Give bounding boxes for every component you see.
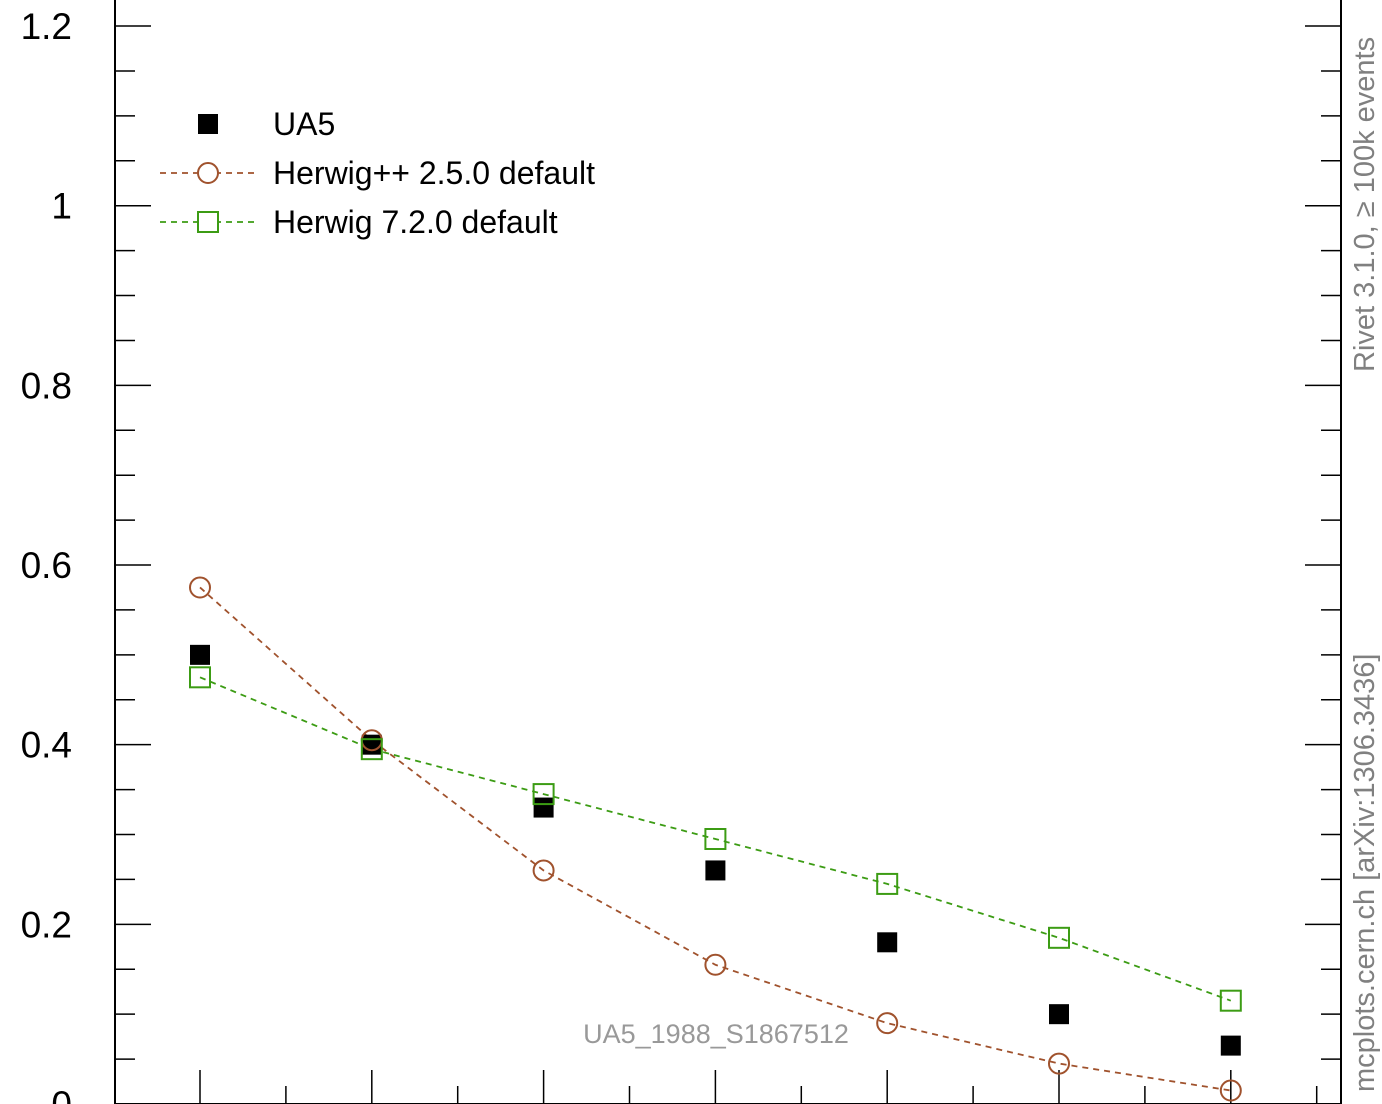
data-point-herwigpp — [704, 953, 727, 976]
data-point-herwig7 — [1048, 926, 1070, 949]
plot-frame — [114, 0, 1342, 1104]
series-line — [199, 676, 1232, 1002]
data-point-herwigpp — [532, 859, 555, 882]
series-line — [199, 586, 1231, 1092]
y-tick-label: 0.8 — [21, 365, 72, 406]
y-tick-label: 0.4 — [21, 725, 72, 766]
data-point-ua5 — [1220, 1035, 1241, 1056]
y-tick-labels: 0 0.2 0.4 0.6 0.8 1 1.2 — [21, 6, 72, 1104]
data-point-ua5 — [190, 644, 210, 665]
legend-label: Herwig 7.2.0 default — [273, 204, 558, 240]
legend-label: UA5 — [273, 106, 335, 142]
data-point-herwig7 — [704, 828, 727, 851]
legend-marker — [197, 162, 219, 184]
y-tick-label: 1.2 — [21, 6, 72, 47]
legend: UA5 Herwig++ 2.5.0 default Herwig 7.2.0 de… — [160, 106, 595, 240]
data-point-herwig7 — [532, 783, 555, 806]
y-tick-label: 1 — [51, 186, 72, 227]
data-markers — [189, 576, 1242, 1102]
data-point-herwigpp — [1219, 1079, 1242, 1102]
axis-ticks — [115, 25, 1341, 1104]
series-lines — [199, 586, 1232, 1092]
data-point-ua5 — [533, 797, 554, 818]
data-point-herwig7 — [1219, 989, 1242, 1012]
data-point-ua5 — [705, 860, 726, 881]
y-tick-label: 0 — [51, 1084, 72, 1104]
legend-label: Herwig++ 2.5.0 default — [273, 155, 595, 191]
y-tick-label: 0.6 — [21, 545, 72, 586]
data-point-herwig7 — [876, 872, 899, 895]
data-point-herwig7 — [360, 738, 383, 761]
watermark-label: UA5_1988_S1867512 — [583, 1019, 849, 1049]
data-point-herwigpp — [189, 576, 211, 599]
side-label-top: Rivet 3.1.0, ≥ 100k events — [1349, 37, 1381, 372]
data-point-herwigpp — [1048, 1052, 1070, 1075]
legend-marker — [198, 114, 218, 134]
y-tick-label: 0.2 — [21, 904, 72, 945]
data-point-ua5 — [877, 932, 898, 953]
data-point-ua5 — [361, 734, 382, 755]
data-point-ua5 — [1049, 1004, 1069, 1025]
data-point-herwig7 — [189, 666, 211, 689]
data-point-herwigpp — [876, 1012, 899, 1035]
legend-marker — [197, 211, 219, 233]
side-label-bottom: mcplots.cern.ch [arXiv:1306.3436] — [1349, 654, 1381, 1092]
